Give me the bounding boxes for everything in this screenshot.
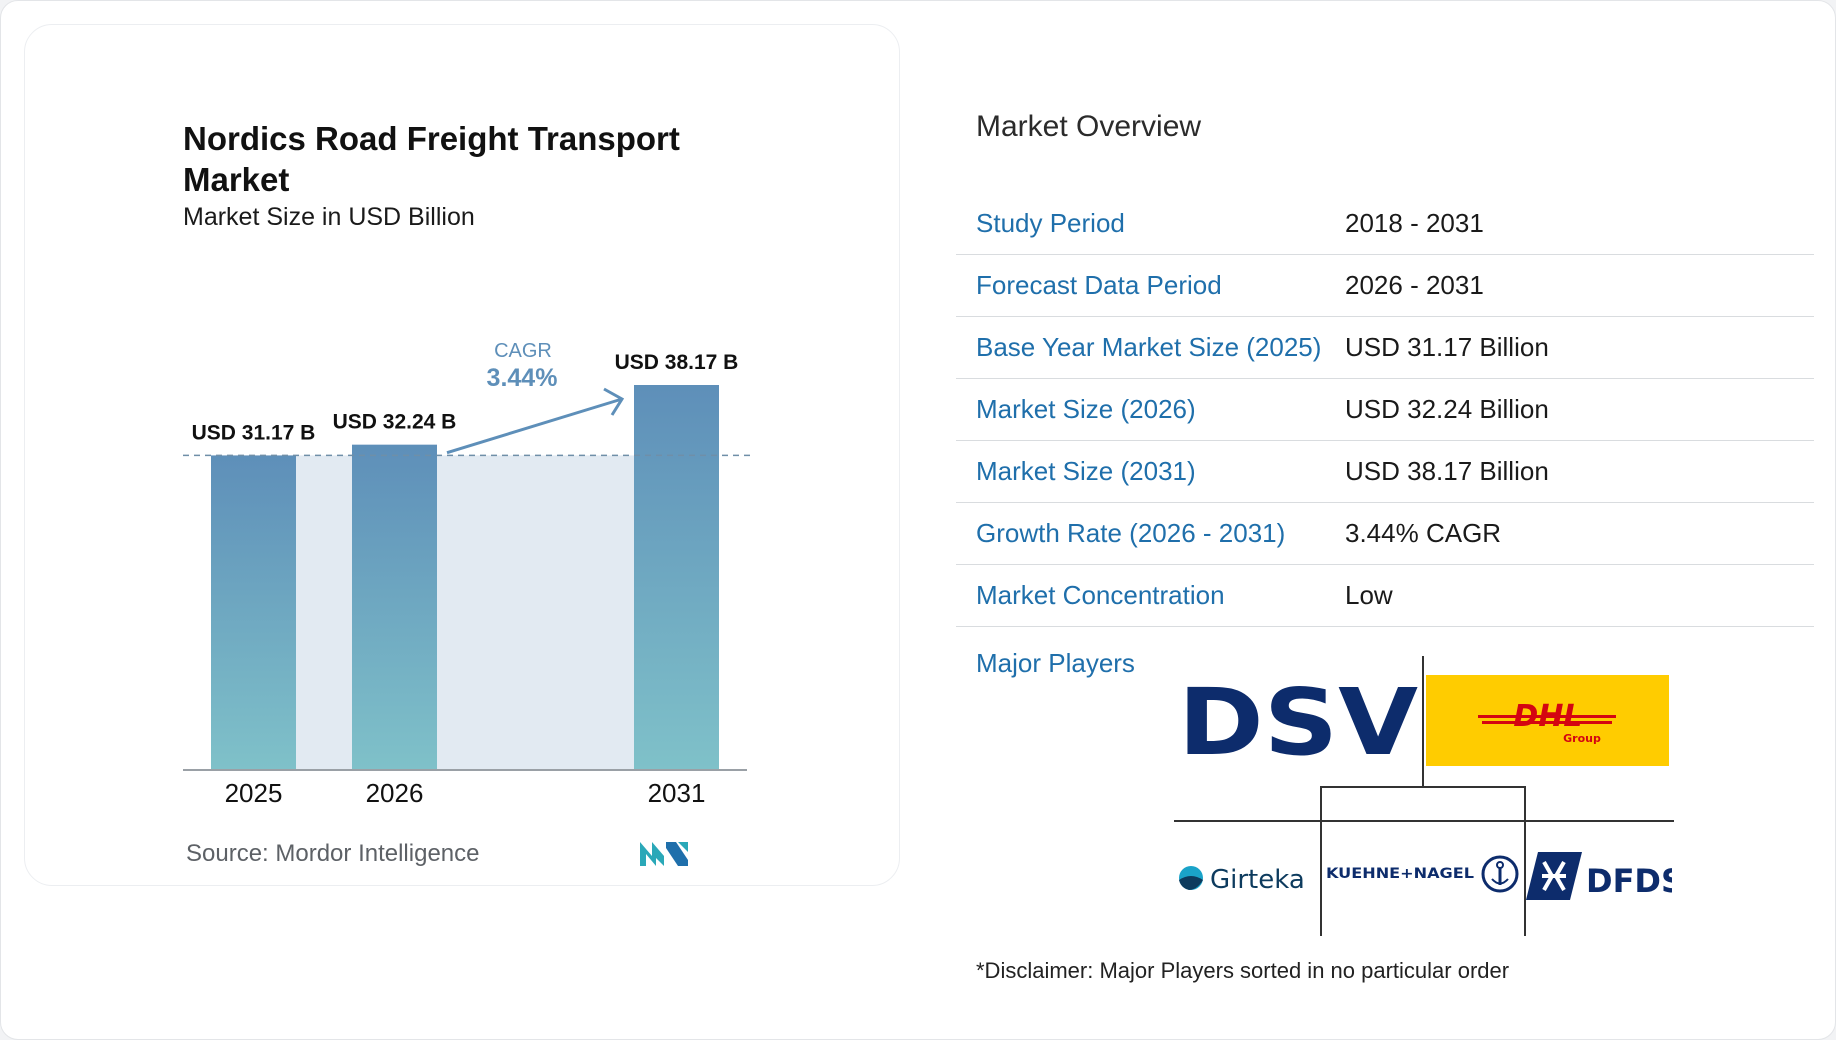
x-tick-label: 2026: [366, 778, 424, 808]
bar-chart: USD 31.17 B 2025 USD 32.24 B 2026 USD 38.17 …: [183, 340, 750, 808]
cagr-label: CAGR: [494, 340, 552, 362]
overview-row-label: Growth Rate (2026 - 2031): [956, 502, 1345, 565]
dfds-logo: DFDS: [1526, 850, 1684, 902]
kuehne-nagel-logo: KUEHNE+NAGEL: [1324, 852, 1522, 896]
bar-2026: [352, 444, 437, 769]
overview-row-label: Market Size (2026): [956, 378, 1345, 441]
bar-2025: [211, 455, 296, 769]
overview-row-label: Market Size (2031): [956, 440, 1345, 503]
bar-2031: [634, 385, 719, 769]
disclaimer-note: *Disclaimer: Major Players sorted in no …: [976, 958, 1510, 983]
overview-title: Market Overview: [976, 110, 1202, 143]
girteka-logo: Girteka: [1176, 858, 1316, 898]
mordor-intelligence-logo-icon: [640, 842, 688, 866]
overview-row: Market Size (2031) USD 38.17 Billion: [956, 440, 1814, 503]
source-note: Source: Mordor Intelligence: [186, 840, 480, 867]
overview-row-value: Low: [1345, 564, 1814, 627]
logo-grid-divider: [1422, 656, 1424, 786]
logo-grid-divider: [1320, 786, 1322, 936]
overview-table: Study Period 2018 - 2031 Forecast Data P…: [956, 193, 1814, 627]
kuehne-nagel-logo-text: KUEHNE+NAGEL: [1326, 866, 1474, 882]
data-label: USD 38.17 B: [615, 351, 739, 374]
logo-grid-divider: [1524, 786, 1526, 936]
band-area: [296, 455, 352, 769]
x-tick-label: 2025: [225, 778, 283, 808]
cagr-arrow: [446, 397, 623, 455]
overview-row: Forecast Data Period 2026 - 2031: [956, 254, 1814, 317]
overview-row: Market Concentration Low: [956, 564, 1814, 627]
overview-row-label: Market Concentration: [956, 564, 1345, 627]
band-area: [437, 455, 634, 769]
overview-row: Base Year Market Size (2025) USD 31.17 B…: [956, 316, 1814, 379]
overview-row-label: Study Period: [956, 193, 1345, 255]
overview-row-value: USD 32.24 Billion: [1345, 378, 1814, 441]
dsv-logo-text: DSV: [1178, 686, 1418, 758]
x-tick-label: 2031: [648, 778, 706, 808]
girteka-logo-text: Girteka: [1210, 865, 1305, 895]
overview-row-value: 3.44% CAGR: [1345, 502, 1814, 565]
overview-row: Study Period 2018 - 2031: [956, 193, 1814, 255]
overview-row-value: 2018 - 2031: [1345, 193, 1814, 255]
overview-row-value: 2026 - 2031: [1345, 254, 1814, 317]
chart-title: Nordics Road Freight Transport Market: [183, 120, 680, 198]
dhl-logo-text: DHL: [1513, 699, 1582, 734]
logo-grid-divider: [1320, 786, 1526, 788]
major-players-label: Major Players: [976, 648, 1135, 678]
cagr-value: 3.44%: [487, 364, 558, 392]
logo-grid-divider: [1174, 820, 1674, 822]
data-label: USD 31.17 B: [192, 421, 316, 444]
dhl-logo-subtext: Group: [1563, 732, 1601, 745]
overview-row-label: Forecast Data Period: [956, 254, 1345, 317]
data-label: USD 32.24 B: [333, 411, 457, 434]
overview-row: Growth Rate (2026 - 2031) 3.44% CAGR: [956, 502, 1814, 565]
dsv-logo: DSV: [1176, 669, 1420, 776]
overview-row-value: USD 31.17 Billion: [1345, 316, 1814, 379]
cagr-arrow-head: [603, 387, 625, 416]
chart-subtitle: Market Size in USD Billion: [183, 203, 475, 231]
dfds-logo-text: DFDS: [1586, 862, 1672, 900]
dhl-group-logo: DHL Group: [1426, 675, 1669, 766]
overview-row-value: USD 38.17 Billion: [1345, 440, 1814, 503]
overview-row: Market Size (2026) USD 32.24 Billion: [956, 378, 1814, 441]
overview-row-label: Base Year Market Size (2025): [956, 316, 1345, 379]
